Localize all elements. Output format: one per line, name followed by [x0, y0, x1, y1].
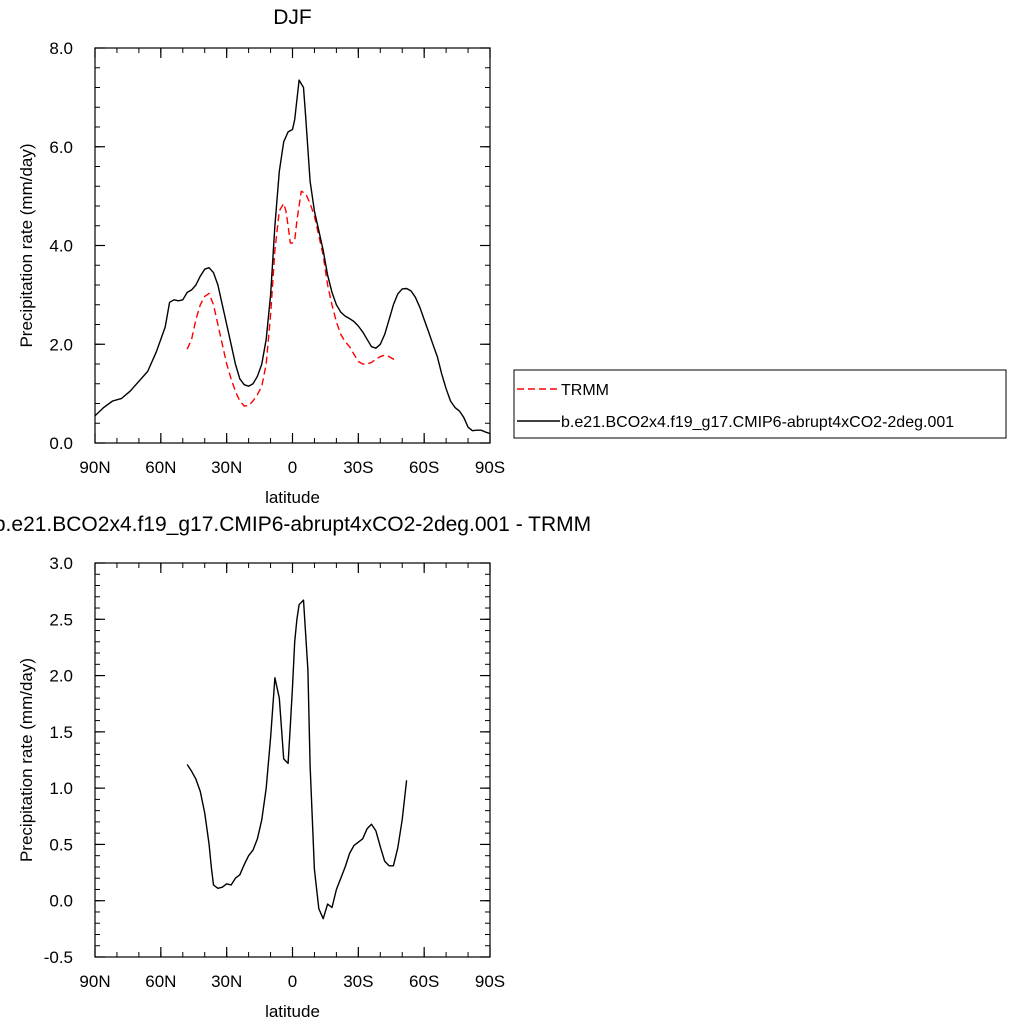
- chart-title: DJF: [273, 6, 312, 29]
- x-tick-label: 30N: [211, 458, 242, 477]
- y-tick-label: 2.5: [49, 610, 73, 629]
- y-tick-label: 0.0: [49, 892, 73, 911]
- y-tick-label: 8.0: [49, 39, 73, 58]
- legend-box: [513, 369, 1007, 439]
- chart-title: b.e21.BCO2x4.f19_g17.CMIP6-abrupt4xCO2-2…: [0, 513, 591, 536]
- x-tick-label: 30S: [343, 458, 373, 477]
- x-tick-label: 60S: [409, 458, 439, 477]
- y-tick-label: -0.5: [44, 948, 73, 967]
- plot-frame: [94, 562, 491, 958]
- series-line-trmm: [186, 190, 398, 407]
- x-tick-label: 60S: [409, 972, 439, 991]
- x-tick-label: 60N: [145, 972, 176, 991]
- y-axis-label: Precipitation rate (mm/day): [17, 143, 36, 347]
- djf-panel: DJF 90N 60N 30N 0 30S 60S 90S 0.0 2.0 4.0 6.0 8.0 lat…: [17, 6, 505, 507]
- y-tick-label: 2.0: [49, 335, 73, 354]
- y-tick-label: 3.0: [49, 554, 73, 573]
- x-tick-label: 30N: [211, 972, 242, 991]
- legend: TRMM b.e21.BCO2x4.f19_g17.CMIP6-abrupt4x…: [513, 369, 1007, 439]
- x-tick-label: 90S: [475, 458, 505, 477]
- y-axis-label: Precipitation rate (mm/day): [17, 658, 36, 862]
- x-axis-label: latitude: [265, 1002, 320, 1021]
- x-tick-label: 30S: [343, 972, 373, 991]
- x-tick-label: 60N: [145, 458, 176, 477]
- x-axis-label: latitude: [265, 488, 320, 507]
- y-tick-label: 1.5: [49, 723, 73, 742]
- y-tick-label: 1.0: [49, 779, 73, 798]
- x-tick-label: 0: [288, 972, 297, 991]
- difference-panel: b.e21.BCO2x4.f19_g17.CMIP6-abrupt4xCO2-2…: [0, 513, 591, 1021]
- y-tick-label: 2.0: [49, 667, 73, 686]
- x-tick-label: 90N: [79, 458, 110, 477]
- y-tick-label: 0.5: [49, 835, 73, 854]
- y-tick-label: 0.0: [49, 434, 73, 453]
- series-line-model: [95, 79, 490, 435]
- y-tick-label: 6.0: [49, 138, 73, 157]
- x-tick-label: 90N: [79, 972, 110, 991]
- plot-frame: [94, 47, 491, 444]
- series-line-difference: [186, 599, 408, 920]
- y-tick-label: 4.0: [49, 237, 73, 256]
- legend-label-trmm: TRMM: [561, 382, 609, 399]
- x-tick-label: 0: [288, 458, 297, 477]
- legend-label-model: b.e21.BCO2x4.f19_g17.CMIP6-abrupt4xCO2-2…: [561, 414, 954, 431]
- x-tick-label: 90S: [475, 972, 505, 991]
